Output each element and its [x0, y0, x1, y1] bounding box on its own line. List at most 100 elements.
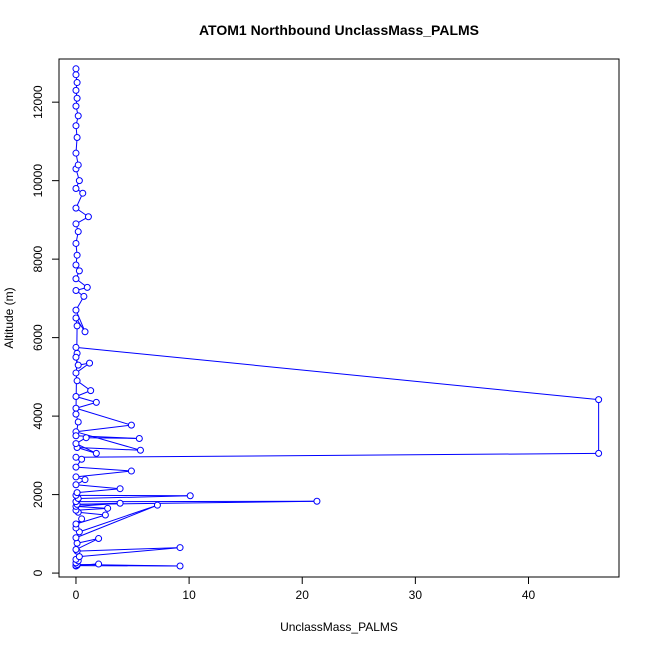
series-segment [78, 495, 191, 500]
data-point [72, 404, 80, 412]
data-point [72, 463, 80, 471]
data-point [74, 112, 82, 120]
data-point [186, 492, 194, 500]
series-segment [79, 547, 181, 558]
data-point [92, 398, 100, 406]
data-point [72, 261, 80, 269]
series-segment [75, 346, 599, 401]
y-tick-label: 6000 [31, 324, 45, 351]
y-tick-label: 12000 [31, 85, 45, 119]
series-segment [75, 484, 121, 490]
series-segment [79, 504, 158, 533]
series-segment [75, 452, 599, 458]
series-segment [75, 505, 108, 509]
data-point [86, 359, 94, 367]
data-point [595, 396, 603, 404]
data-point [73, 251, 81, 259]
y-tick-label: 10000 [31, 164, 45, 198]
data-point [116, 485, 124, 493]
data-point [84, 213, 92, 221]
data-point [73, 79, 81, 87]
data-point [176, 544, 184, 552]
data-point [78, 515, 86, 523]
data-point [81, 476, 89, 484]
data-point [127, 421, 135, 429]
y-tick-label: 4000 [31, 402, 45, 429]
data-point [73, 377, 81, 385]
series-layer [72, 65, 603, 570]
data-point [72, 122, 80, 130]
data-point [72, 369, 80, 377]
series-segment [77, 488, 121, 494]
x-tick-label: 40 [522, 588, 536, 602]
data-point [74, 361, 82, 369]
data-point [313, 497, 321, 505]
series-segment [78, 511, 106, 516]
data-point [72, 220, 80, 228]
data-point [72, 275, 80, 283]
x-axis: 0 10 20 30 40 [73, 576, 536, 602]
data-point [73, 539, 81, 547]
series-segment [75, 466, 132, 472]
series-segment [75, 309, 86, 332]
data-point [83, 283, 91, 291]
data-point [95, 560, 103, 568]
data-point [116, 499, 124, 507]
data-point [127, 467, 135, 475]
series-segment [77, 447, 141, 451]
series-segment [75, 424, 132, 433]
series-segment [75, 401, 97, 409]
series-segment [75, 407, 132, 426]
y-tick-label: 0 [31, 569, 45, 576]
series-segment [75, 504, 158, 539]
data-point [72, 185, 80, 192]
chart-title: ATOM1 Northbound UnclassMass_PALMS [199, 22, 479, 38]
data-point [176, 562, 184, 570]
data-point [74, 228, 82, 236]
x-axis-label: UnclassMass_PALMS [280, 620, 398, 634]
data-point [104, 504, 112, 512]
series-segment [75, 470, 132, 478]
series-segment [77, 547, 181, 552]
data-point [136, 446, 144, 454]
data-point [73, 489, 81, 497]
data-point [72, 473, 80, 481]
data-point [72, 410, 80, 418]
data-point [72, 71, 80, 79]
series-segment [76, 538, 99, 544]
x-tick-label: 30 [409, 588, 423, 602]
data-point [153, 501, 161, 509]
data-point [73, 322, 81, 330]
series-segment [77, 563, 181, 567]
data-point [92, 449, 100, 457]
data-point [73, 94, 81, 102]
data-point [80, 292, 88, 300]
series-segment [75, 396, 97, 403]
data-point [72, 432, 80, 440]
data-point [81, 328, 89, 336]
data-point [72, 534, 80, 542]
data-point [72, 204, 80, 212]
data-point [72, 314, 80, 322]
data-point [78, 455, 86, 463]
data-point [72, 86, 80, 94]
data-point [72, 453, 80, 461]
data-point [87, 387, 95, 395]
data-point [75, 267, 83, 275]
data-point [135, 434, 143, 442]
y-axis-label: Altitude (m) [2, 287, 16, 348]
data-point [72, 149, 80, 157]
data-point [72, 306, 80, 314]
x-tick-label: 10 [182, 588, 196, 602]
y-tick-label: 8000 [31, 245, 45, 272]
data-point [72, 392, 80, 400]
series-segment [75, 514, 106, 525]
data-point [72, 481, 80, 489]
y-tick-label: 2000 [31, 481, 45, 508]
data-point [82, 434, 90, 442]
data-point [72, 546, 80, 554]
data-point [74, 161, 82, 169]
series-segment [75, 538, 99, 550]
data-point [72, 440, 80, 448]
